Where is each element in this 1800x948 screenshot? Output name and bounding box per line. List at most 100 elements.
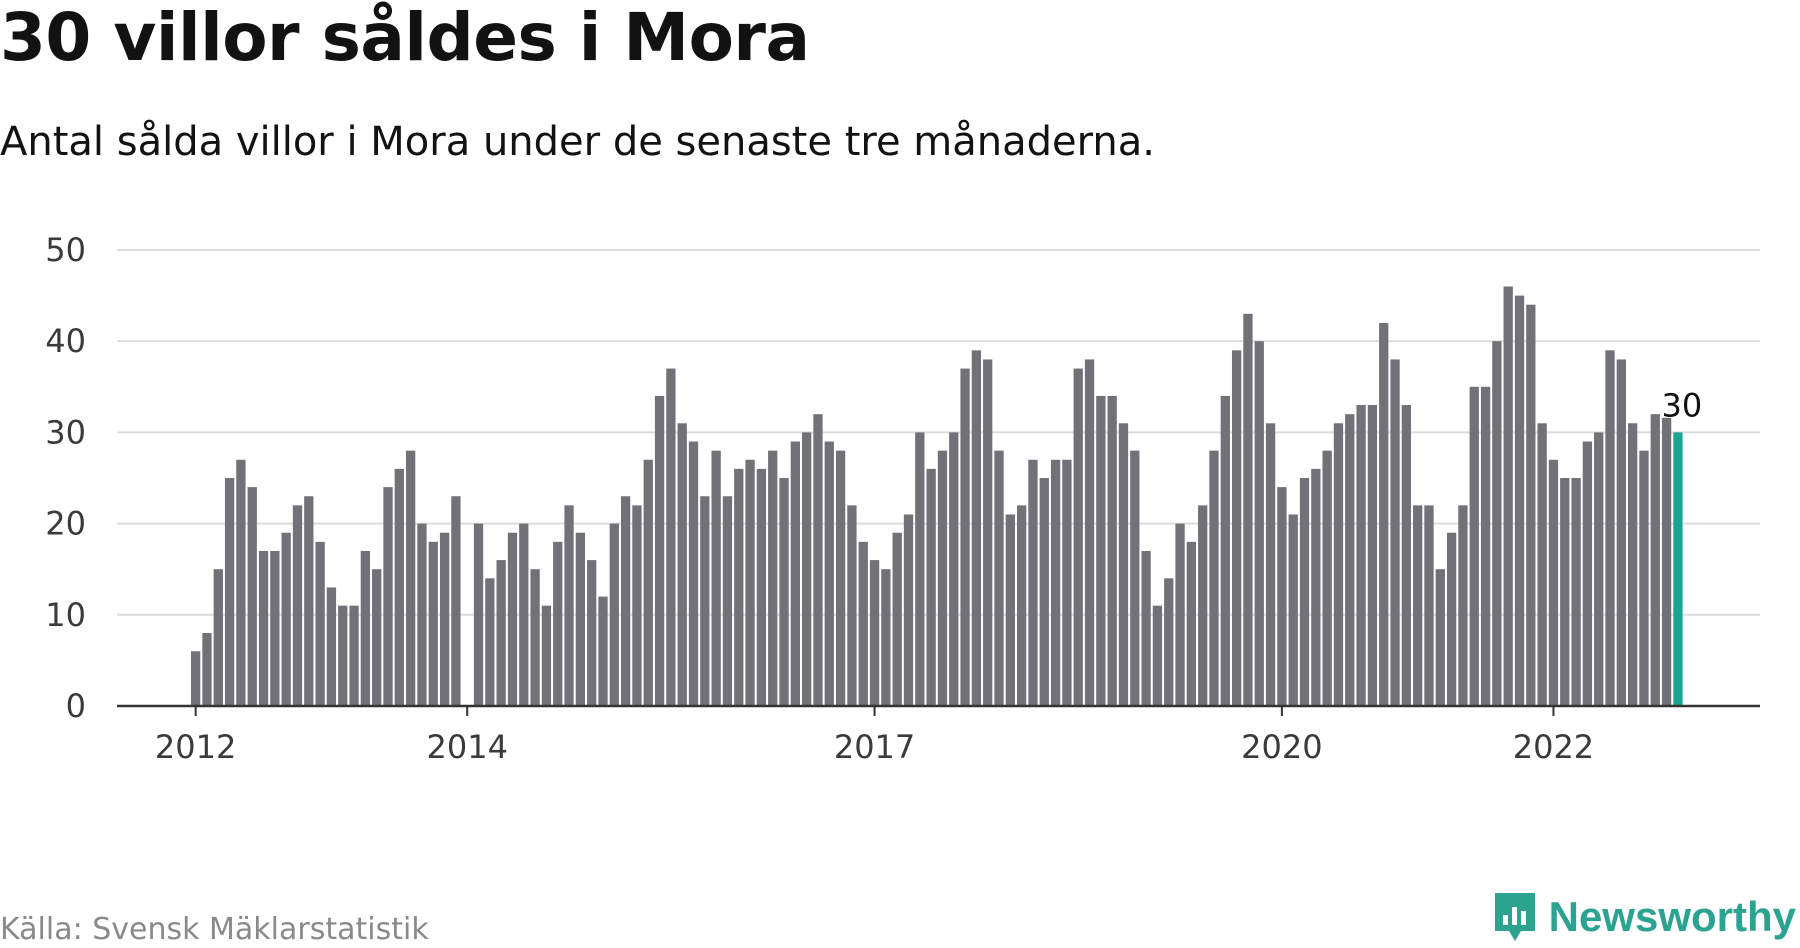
bar [326, 587, 337, 706]
bar [847, 505, 857, 706]
bar [1299, 478, 1310, 706]
bar [1243, 313, 1253, 706]
bar [1265, 423, 1276, 706]
bar [1605, 350, 1615, 706]
bar [1367, 405, 1378, 706]
bar [1198, 505, 1208, 706]
y-tick-label: 0 [66, 687, 86, 725]
bar [1661, 417, 1672, 706]
y-tick-label: 30 [45, 413, 86, 451]
bar [892, 532, 902, 706]
bar [236, 459, 246, 706]
bar [598, 596, 608, 706]
bar [258, 550, 269, 706]
bar [1231, 350, 1242, 706]
bar [1141, 550, 1151, 706]
bar [1050, 459, 1061, 706]
bar [202, 633, 212, 706]
bar [575, 532, 586, 706]
bar [496, 560, 506, 706]
bar [281, 532, 291, 706]
bar [1175, 523, 1185, 706]
bar [1616, 359, 1626, 706]
bar [1379, 322, 1389, 706]
bar [1016, 505, 1027, 706]
bar [1062, 459, 1072, 706]
bar [1526, 304, 1536, 706]
bar [519, 523, 529, 706]
source-note: Källa: Svensk Mäklarstatistik [0, 912, 429, 947]
x-tick-label: 2017 [834, 728, 915, 766]
bar [224, 478, 235, 706]
bar [643, 459, 653, 706]
bar [745, 459, 755, 706]
bar [1209, 450, 1219, 706]
bar [270, 550, 280, 706]
bar [869, 560, 880, 706]
bar [1435, 569, 1445, 706]
bar [1322, 450, 1332, 706]
x-tick-label: 2014 [426, 728, 507, 766]
bar [620, 496, 631, 706]
y-tick-label: 10 [45, 596, 86, 634]
bar [779, 478, 789, 706]
bar [338, 605, 348, 706]
bar [1005, 514, 1015, 706]
bar [1548, 459, 1559, 706]
bar-highlight [1673, 432, 1683, 706]
bar [507, 532, 518, 706]
newsworthy-logo: Newsworthy [1491, 889, 1796, 945]
bar [768, 450, 778, 706]
newsworthy-chart-icon [1494, 893, 1535, 941]
bar [1594, 432, 1604, 706]
bar [1458, 505, 1468, 706]
bar [1639, 450, 1649, 706]
bar [1480, 386, 1491, 706]
bar [213, 569, 223, 706]
bar [1152, 605, 1163, 706]
bar [1186, 541, 1197, 706]
bar [1028, 459, 1038, 706]
bar [903, 514, 914, 706]
bar [428, 541, 438, 706]
chart-subtitle: Antal sålda villor i Mora under de senas… [0, 119, 1155, 165]
bar [790, 441, 800, 706]
bar [813, 414, 823, 706]
bar [1084, 359, 1095, 706]
bar [1650, 414, 1660, 706]
bar [1345, 414, 1355, 706]
bar [824, 441, 834, 706]
bar [1356, 405, 1366, 706]
bar [360, 550, 371, 706]
bar [473, 523, 484, 706]
bar [405, 450, 416, 706]
bar [949, 432, 959, 706]
bar [677, 423, 687, 706]
bar [994, 450, 1004, 706]
bar [1333, 423, 1344, 706]
bar [304, 496, 314, 706]
bar [439, 532, 450, 706]
y-tick-label: 40 [45, 322, 86, 360]
bar [1039, 478, 1049, 706]
x-tick-label: 2012 [155, 728, 236, 766]
bar [609, 523, 619, 706]
bar [191, 651, 201, 706]
bar [247, 487, 257, 706]
bar [417, 523, 427, 706]
bar [1118, 423, 1129, 706]
bar [666, 368, 676, 706]
y-tick-label: 20 [45, 505, 86, 543]
bar [1254, 341, 1264, 706]
bar [530, 569, 540, 706]
bar [711, 450, 721, 706]
bar [1413, 505, 1423, 706]
bar [372, 569, 382, 706]
bar [315, 541, 325, 706]
bar [734, 468, 744, 706]
bar [383, 487, 393, 706]
y-tick-label: 50 [45, 231, 86, 269]
bar-chart: 0 10 20 30 40 50 2012 2014 2017 2020 2022 30 [45, 231, 1760, 766]
bar [1390, 359, 1400, 706]
bar [1220, 395, 1230, 706]
